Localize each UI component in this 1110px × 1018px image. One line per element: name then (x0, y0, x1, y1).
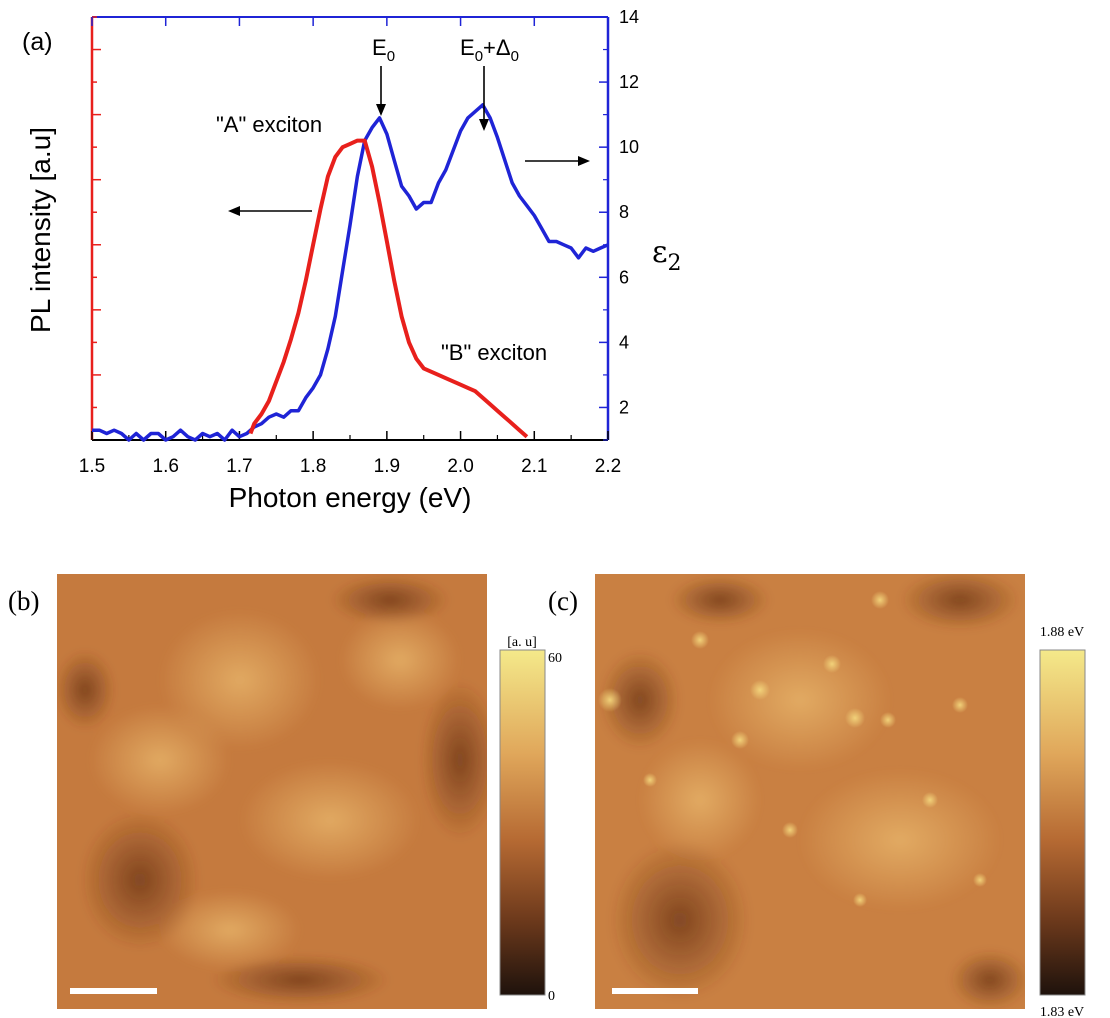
right-y-ticks: 2 4 6 8 10 12 14 (599, 7, 639, 441)
pl-intensity-map (57, 574, 487, 1009)
arrow-e0-delta0 (479, 66, 489, 131)
arrow-e0 (376, 66, 386, 116)
x-tick-label: 1.8 (300, 456, 326, 477)
bright-spots (598, 591, 987, 907)
colorbar-c-min: 1.83 eV (1040, 1005, 1084, 1018)
annotation-e0-delta0: E0+Δ0 (460, 35, 519, 65)
right-y-axis-label: ε2 (652, 235, 682, 276)
right-y-tick-label: 4 (619, 332, 629, 352)
right-y-tick-label: 8 (619, 202, 629, 222)
series-line-pl (248, 138, 529, 439)
x-tick-label: 1.5 (79, 456, 105, 477)
x-tick-label: 2.2 (595, 456, 621, 477)
scale-bar-c (612, 988, 698, 994)
colorbar-c-max: 1.88 eV (1040, 625, 1084, 640)
x-tick-label: 1.7 (226, 456, 252, 477)
panel-a-label: (a) (22, 28, 53, 56)
arrow-right-eps-axis (525, 156, 590, 166)
annotation-e0: E0 (372, 35, 395, 65)
right-y-tick-label: 2 (619, 397, 629, 417)
right-y-tick-label: 10 (619, 137, 639, 157)
left-y-ticks (92, 16, 101, 409)
right-y-tick-label: 6 (619, 267, 629, 287)
colorbar-b (499, 649, 546, 996)
colorbar-b-unit: [a. u] (507, 635, 537, 650)
x-tick-label: 2.0 (447, 456, 473, 477)
arrow-left-pl-axis (228, 206, 312, 216)
panel-c-label: (c) (548, 586, 578, 616)
colorbar-c (1039, 649, 1086, 996)
x-axis-label: Photon energy (eV) (229, 482, 472, 513)
panel-a-chart: (a) 1.5 1.6 1.7 1.8 1.9 2.0 2.1 2.2 2468101214 … (22, 7, 682, 513)
panel-b-map: (b) [a. u] 60 0 (8, 574, 562, 1009)
colorbar-b-min: 0 (548, 989, 555, 1004)
annotation-a-exciton: "A" exciton (216, 112, 322, 137)
panel-c-map: (c) (548, 574, 1086, 1018)
right-y-tick-label: 14 (619, 7, 639, 27)
series-line-eps2 (92, 103, 609, 442)
right-y-tick-label: 12 (619, 72, 639, 92)
x-tick-label: 1.9 (374, 456, 400, 477)
colorbar-b-max: 60 (548, 651, 562, 666)
top-ticks (91, 17, 609, 26)
scale-bar-b (70, 988, 157, 994)
pl-peak-energy-map (595, 574, 1025, 1009)
annotation-b-exciton: "B" exciton (441, 340, 547, 365)
left-y-axis-label: PL intensity [a.u] (25, 127, 56, 333)
x-tick-label: 1.6 (153, 456, 179, 477)
panel-b-label: (b) (8, 586, 39, 616)
x-ticks: 1.5 1.6 1.7 1.8 1.9 2.0 2.1 2.2 (79, 431, 621, 477)
x-tick-label: 2.1 (521, 456, 547, 477)
